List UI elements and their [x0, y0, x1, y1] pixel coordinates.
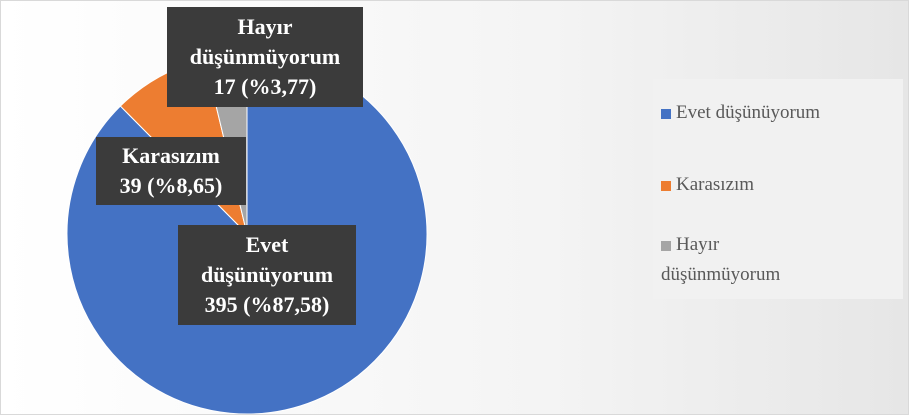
- data-label-evet: Evet düşünüyorum 395 (%87,58): [178, 225, 356, 325]
- data-label-hayir-line-1: Hayır: [238, 14, 293, 39]
- data-label-karasizim-box: [96, 137, 246, 205]
- data-label-karasizim-line-1: Karasızım: [122, 143, 220, 168]
- legend-label-hayir-1: Hayır: [676, 234, 720, 255]
- legend-swatch-hayir: [661, 241, 671, 251]
- data-label-hayir-box: [167, 7, 363, 107]
- legend-swatch-karasizim: [661, 181, 671, 191]
- legend-label-karasizim: Karasızım: [676, 174, 755, 195]
- legend-label-hayir-2: düşünmüyorum: [661, 264, 781, 285]
- data-label-hayir: Hayır düşünmüyorum 17 (%3,77): [167, 7, 363, 107]
- legend: Evet düşünüyorum Karasızım Hayır düşünmü…: [653, 79, 903, 299]
- data-label-evet-line-3: 395 (%87,58): [205, 292, 330, 317]
- data-label-karasizim-line-2: 39 (%8,65): [120, 173, 223, 198]
- data-label-evet-box: [178, 225, 356, 325]
- legend-swatch-evet: [661, 109, 671, 119]
- data-label-karasizim: Karasızım 39 (%8,65): [96, 137, 246, 205]
- data-label-evet-line-1: Evet: [246, 232, 289, 257]
- data-label-hayir-line-3: 17 (%3,77): [214, 74, 317, 99]
- legend-label-evet: Evet düşünüyorum: [676, 102, 821, 123]
- data-label-hayir-line-2: düşünmüyorum: [190, 44, 340, 69]
- data-label-evet-line-2: düşünüyorum: [201, 262, 333, 287]
